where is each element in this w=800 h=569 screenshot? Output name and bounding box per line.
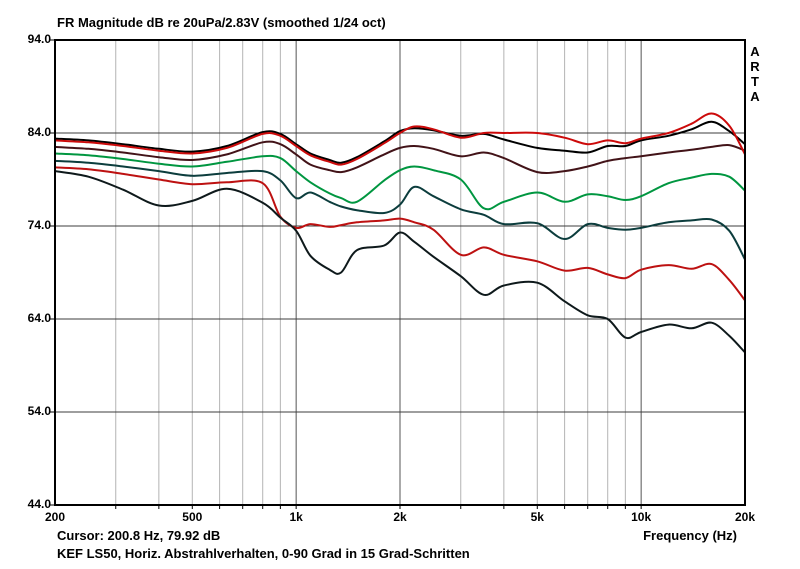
y-tick-label: 74.0 [27,218,51,232]
x-tick-label: 5k [530,510,544,524]
measurement-description: KEF LS50, Horiz. Abstrahlverhalten, 0-90… [57,546,470,561]
fr-curve-75-grad [55,166,745,302]
fr-curve-0-grad [55,120,745,164]
fr-curve-60-grad [55,159,745,261]
x-tick-label: 2k [393,510,407,524]
y-tick-label: 54.0 [27,404,51,418]
fr-curve-30-grad [55,140,745,174]
chart-title: FR Magnitude dB re 20uPa/2.83V (smoothed… [57,15,386,30]
x-tick-label: 1k [289,510,303,524]
x-tick-label: 20k [734,510,756,524]
y-tick-label: 94.0 [27,32,51,46]
x-axis-title: Frequency (Hz) [643,528,737,543]
y-tick-label: 84.0 [27,125,51,139]
fr-curve-45-grad [55,152,745,211]
y-tick-label: 44.0 [27,497,51,511]
y-tick-label: 64.0 [27,311,51,325]
arta-watermark: ARTA [750,44,760,104]
x-tick-label: 200 [44,510,66,524]
cursor-readout: Cursor: 200.8 Hz, 79.92 dB [57,528,221,543]
x-tick-label: 10k [631,510,652,524]
fr-curve-15-grad [55,112,745,166]
x-tick-label: 500 [182,510,203,524]
plot-frame [54,39,746,506]
fr-curve-90-grad [55,170,745,354]
